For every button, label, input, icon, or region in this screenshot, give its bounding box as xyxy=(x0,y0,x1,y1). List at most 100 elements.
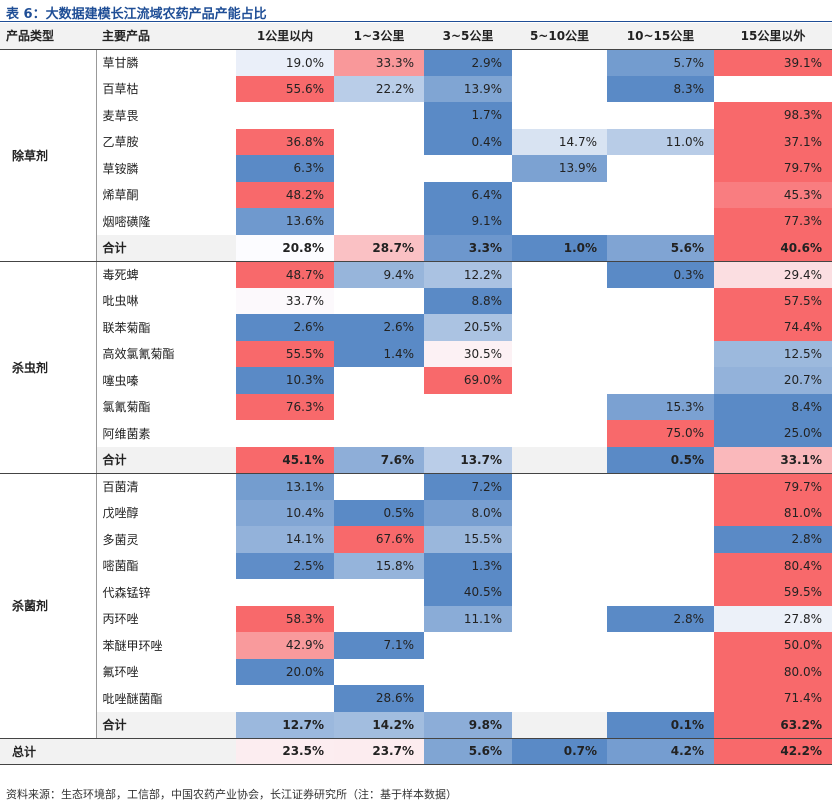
subtotal-value: 3.3% xyxy=(424,234,512,262)
table-row: 高效氯氰菊酯 55.5% 1.4% 30.5% 12.5% xyxy=(0,340,832,368)
subtotal-value: 45.1% xyxy=(236,446,334,474)
value-cell: 20.0% xyxy=(236,658,334,685)
value-cell xyxy=(424,155,512,182)
value-cell: 33.7% xyxy=(236,287,334,314)
value-cell xyxy=(236,685,334,712)
subtotal-value: 63.2% xyxy=(714,711,832,739)
value-cell: 0.4% xyxy=(424,128,512,155)
subtotal-value: 0.1% xyxy=(607,711,714,739)
value-cell xyxy=(236,102,334,129)
value-cell xyxy=(607,102,714,129)
table-row: 氯氰菊酯 76.3% 15.3% 8.4% xyxy=(0,393,832,421)
value-cell xyxy=(512,420,607,447)
value-cell xyxy=(512,208,607,235)
value-cell: 28.6% xyxy=(334,685,424,712)
header-row: 产品类型 主要产品 1公里以内 1~3公里 3~5公里 5~10公里 10~15… xyxy=(0,23,832,50)
product-cell: 吡虫啉 xyxy=(102,294,139,309)
product-cell: 麦草畏 xyxy=(102,108,139,123)
grand-total-row: 总计 23.5% 23.7% 5.6% 0.7% 4.2% 42.2% xyxy=(0,737,832,765)
value-cell: 22.2% xyxy=(334,75,424,102)
value-cell: 48.7% xyxy=(236,261,334,288)
product-cell: 氯氰菊酯 xyxy=(102,400,151,415)
value-cell: 50.0% xyxy=(714,632,832,659)
value-cell xyxy=(607,553,714,580)
product-cell: 氟环唑 xyxy=(102,665,139,680)
value-cell: 2.9% xyxy=(424,49,512,76)
table-title: 表 6：大数据建模长江流域农药产品产能占比 xyxy=(6,7,267,22)
value-cell: 69.0% xyxy=(424,367,512,394)
value-cell xyxy=(512,500,607,527)
value-cell: 57.5% xyxy=(714,287,832,314)
table-row: 乙草胺 36.8% 0.4% 14.7% 11.0% 37.1% xyxy=(0,128,832,155)
value-cell xyxy=(607,685,714,712)
subtotal-row: 合计 45.1% 7.6% 13.7% 0.5% 33.1% xyxy=(0,446,832,474)
value-cell xyxy=(512,685,607,712)
value-cell: 37.1% xyxy=(714,128,832,155)
value-cell xyxy=(607,500,714,527)
value-cell xyxy=(512,182,607,209)
value-cell: 30.5% xyxy=(424,340,512,367)
value-cell: 80.0% xyxy=(714,658,832,685)
subtotal-value xyxy=(512,711,607,739)
value-cell xyxy=(334,473,424,500)
value-cell xyxy=(512,632,607,659)
value-cell xyxy=(512,659,607,686)
value-cell: 55.6% xyxy=(236,75,334,102)
table-row: 杀菌剂 百菌清 13.1% 7.2% 79.7% xyxy=(0,473,832,739)
subtotal-value: 20.8% xyxy=(236,234,334,262)
product-cell: 噻虫嗪 xyxy=(102,373,139,388)
value-cell xyxy=(334,367,424,394)
value-cell xyxy=(512,473,607,500)
table-row: 代森锰锌 40.5% 59.5% xyxy=(0,579,832,606)
col-header-5-10km: 5~10公里 xyxy=(512,23,607,50)
product-cell: 高效氯氰菊酯 xyxy=(102,347,175,362)
value-cell: 25.0% xyxy=(714,420,832,447)
table-body: 除草剂 草甘膦 19.0% 33.3% 2.9% 5.7% 39.1% 百草枯 55.6% 22.… xyxy=(0,49,832,765)
value-cell: 0.5% xyxy=(334,499,424,526)
product-cell: 吡唑醚菌酯 xyxy=(102,691,163,706)
product-cell: 苯醚甲环唑 xyxy=(102,638,163,653)
value-cell xyxy=(424,420,512,447)
value-cell xyxy=(424,659,512,686)
value-cell xyxy=(512,394,607,421)
product-cell: 多菌灵 xyxy=(102,532,139,547)
table-row: 吡虫啉 33.7% 8.8% 57.5% xyxy=(0,287,832,314)
value-cell: 7.1% xyxy=(334,632,424,659)
subtotal-value: 14.2% xyxy=(334,711,424,739)
source-note: 资料来源：生态环境部，工信部，中国农药产业协会，长江证券研究所（注：基于样本数据… xyxy=(6,788,457,801)
value-cell xyxy=(236,579,334,606)
subtotal-value: 28.7% xyxy=(334,234,424,262)
value-cell xyxy=(512,341,607,368)
product-cell: 草铵膦 xyxy=(102,161,139,176)
value-cell xyxy=(512,606,607,633)
value-cell xyxy=(512,526,607,553)
value-cell xyxy=(424,632,512,659)
value-cell: 0.3% xyxy=(607,261,714,288)
value-cell: 7.2% xyxy=(424,473,512,500)
grand-total-value: 0.7% xyxy=(512,737,607,765)
value-cell xyxy=(607,526,714,553)
value-cell xyxy=(512,102,607,129)
subtotal-value: 9.8% xyxy=(424,711,512,739)
value-cell: 20.7% xyxy=(714,367,832,394)
value-cell: 59.5% xyxy=(714,579,832,606)
grand-total-value: 5.6% xyxy=(424,737,512,765)
product-cell: 联苯菊酯 xyxy=(102,320,151,335)
value-cell xyxy=(334,420,424,447)
value-cell: 14.7% xyxy=(512,128,607,155)
value-cell xyxy=(607,659,714,686)
subtotal-label: 合计 xyxy=(96,234,236,262)
value-cell: 8.8% xyxy=(424,287,512,314)
value-cell: 76.3% xyxy=(236,393,334,420)
subtotal-value xyxy=(512,446,607,474)
value-cell xyxy=(236,420,334,447)
value-cell xyxy=(607,314,714,341)
subtotal-value: 12.7% xyxy=(236,711,334,739)
value-cell: 1.3% xyxy=(424,552,512,579)
grand-total-value: 23.7% xyxy=(334,737,424,765)
category-cell: 杀虫剂 xyxy=(0,261,97,474)
value-cell xyxy=(334,394,424,421)
value-cell: 8.4% xyxy=(714,393,832,420)
value-cell xyxy=(512,49,607,76)
col-header-1-3km: 1~3公里 xyxy=(334,23,424,50)
